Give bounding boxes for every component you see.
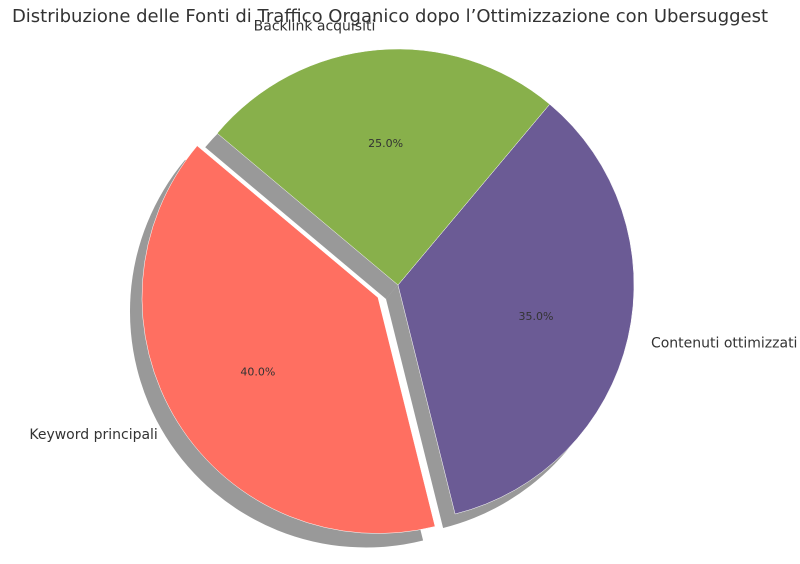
pie-slice bbox=[141, 145, 436, 534]
pie-slice bbox=[216, 48, 551, 286]
value-label: 40.0% bbox=[240, 366, 275, 379]
chart-title: Distribuzione delle Fonti di Traffico Or… bbox=[12, 6, 768, 27]
slice-label: Keyword principali bbox=[29, 427, 157, 443]
slice-label: Backlink acquisiti bbox=[254, 18, 376, 34]
pie-slice bbox=[397, 103, 635, 515]
value-label: 35.0% bbox=[518, 310, 553, 323]
value-label: 25.0% bbox=[368, 137, 403, 150]
slice-label: Contenuti ottimizzati bbox=[651, 335, 798, 351]
